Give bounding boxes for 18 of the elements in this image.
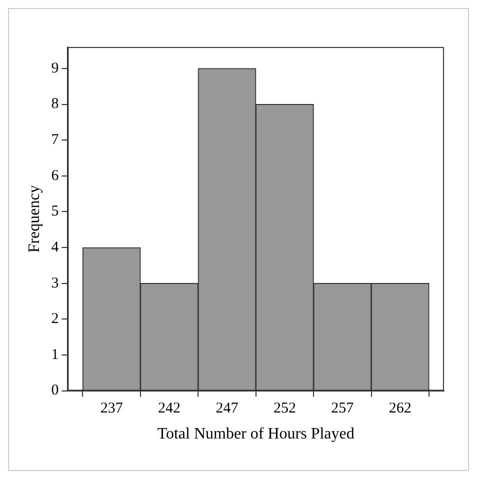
y-tick-label: 4	[51, 239, 60, 256]
y-tick-label: 0	[51, 382, 59, 399]
x-tick-label: 262	[388, 400, 412, 417]
y-tick-label: 7	[51, 132, 60, 148]
y-tick-label: 8	[51, 96, 59, 112]
y-tick-label: 9	[51, 60, 59, 76]
y-tick-label: 1	[51, 346, 59, 363]
x-tick-label: 242	[158, 400, 181, 417]
x-tick-label: 257	[331, 400, 354, 417]
y-tick-label: 6	[51, 168, 60, 184]
y-tick-label: 3	[51, 275, 59, 292]
x-tick-label: 252	[273, 400, 296, 417]
x-axis-title: Total Number of Hours Played	[157, 426, 354, 443]
x-tick-label: 247	[216, 400, 239, 417]
x-tick-label: 237	[100, 400, 124, 417]
y-tick-label: 2	[51, 311, 59, 328]
y-tick-label: 5	[51, 204, 59, 220]
y-axis-title: Frequency	[26, 185, 43, 253]
